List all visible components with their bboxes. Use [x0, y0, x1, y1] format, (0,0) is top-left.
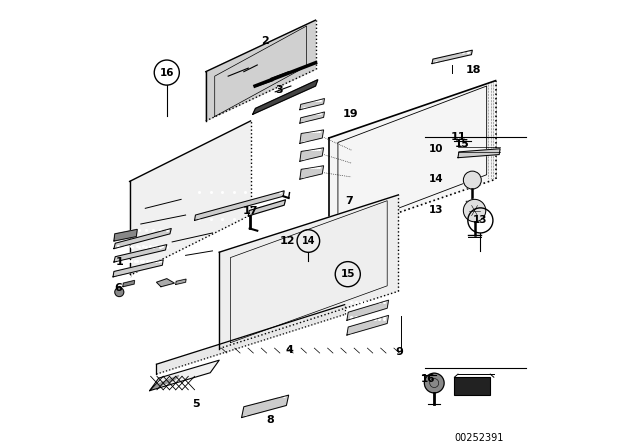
Text: 4: 4 — [285, 345, 294, 355]
Polygon shape — [347, 300, 388, 320]
Text: 5: 5 — [193, 399, 200, 409]
Polygon shape — [248, 200, 285, 216]
Text: 00252391: 00252391 — [454, 433, 504, 443]
Polygon shape — [300, 112, 324, 123]
Polygon shape — [123, 280, 134, 287]
Text: 19: 19 — [342, 109, 358, 119]
Polygon shape — [329, 81, 495, 237]
Text: 7: 7 — [345, 196, 353, 206]
Polygon shape — [156, 305, 344, 374]
Polygon shape — [300, 148, 324, 161]
Polygon shape — [114, 228, 172, 249]
Text: 1: 1 — [115, 257, 123, 267]
Text: 12: 12 — [280, 236, 296, 246]
Bar — [454, 377, 490, 395]
Polygon shape — [253, 80, 317, 114]
Text: 18: 18 — [465, 65, 481, 75]
Text: 16: 16 — [159, 68, 174, 78]
Polygon shape — [150, 375, 179, 390]
Polygon shape — [150, 360, 219, 391]
Polygon shape — [114, 245, 167, 262]
Text: 8: 8 — [266, 415, 274, 425]
Polygon shape — [219, 195, 398, 349]
Polygon shape — [195, 191, 284, 220]
Text: 2: 2 — [262, 36, 269, 46]
Text: 11: 11 — [450, 132, 466, 142]
Polygon shape — [300, 130, 324, 143]
Text: 14: 14 — [429, 174, 444, 184]
Text: 16: 16 — [421, 374, 436, 383]
Circle shape — [463, 171, 481, 189]
Polygon shape — [347, 315, 388, 335]
Text: 10: 10 — [429, 144, 444, 154]
Text: 13: 13 — [429, 205, 444, 215]
Circle shape — [115, 288, 124, 297]
Polygon shape — [129, 121, 250, 276]
Circle shape — [463, 199, 486, 222]
Text: 13: 13 — [473, 215, 488, 225]
Circle shape — [424, 373, 444, 393]
Polygon shape — [300, 99, 324, 110]
Text: 17: 17 — [243, 207, 259, 216]
Polygon shape — [432, 50, 472, 64]
Text: $\overline{15}$: $\overline{15}$ — [455, 135, 470, 150]
Text: 15: 15 — [340, 269, 355, 279]
Text: 14: 14 — [301, 236, 315, 246]
Text: 9: 9 — [396, 347, 404, 357]
Polygon shape — [114, 229, 137, 241]
Polygon shape — [205, 20, 316, 121]
Text: 3: 3 — [275, 86, 283, 95]
Polygon shape — [156, 279, 174, 287]
Polygon shape — [113, 260, 163, 277]
Polygon shape — [241, 395, 289, 418]
Polygon shape — [300, 166, 324, 179]
Polygon shape — [458, 149, 500, 158]
Text: 6: 6 — [115, 283, 122, 293]
Text: 15: 15 — [455, 139, 470, 149]
Polygon shape — [176, 279, 186, 284]
